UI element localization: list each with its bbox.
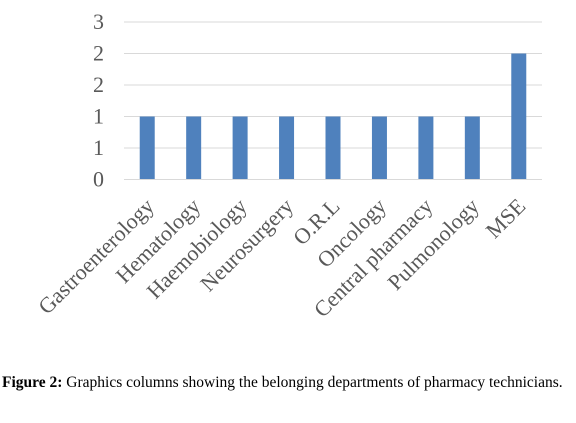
bar — [418, 116, 434, 180]
bar — [511, 53, 527, 180]
y-tick-label: 2 — [93, 41, 104, 66]
bar — [279, 116, 295, 180]
bar — [139, 116, 155, 180]
y-axis-tick-labels: 0 1 1 2 2 3 — [93, 9, 104, 192]
x-tick-label: MSE — [481, 193, 531, 243]
figure-caption-label: Figure 2: — [2, 374, 63, 391]
bar-chart: 0 1 1 2 2 3 GastroenterologyHematologyHaemobi… — [33, 9, 542, 322]
bars — [139, 53, 527, 180]
bar — [464, 116, 480, 180]
x-axis-category-labels: GastroenterologyHematologyHaemobiologyNe… — [33, 193, 530, 322]
y-tick-label: 0 — [93, 167, 104, 192]
figure-caption: Figure 2: Graphics columns showing the b… — [2, 372, 570, 394]
bar — [371, 116, 387, 180]
y-tick-label: 1 — [93, 135, 104, 160]
bar — [325, 116, 341, 180]
y-tick-label: 2 — [93, 72, 104, 97]
bar — [186, 116, 202, 180]
y-tick-label: 1 — [93, 104, 104, 129]
bar — [232, 116, 248, 180]
figure-caption-text: Graphics columns showing the belonging d… — [62, 374, 563, 391]
y-tick-label: 3 — [93, 9, 104, 34]
